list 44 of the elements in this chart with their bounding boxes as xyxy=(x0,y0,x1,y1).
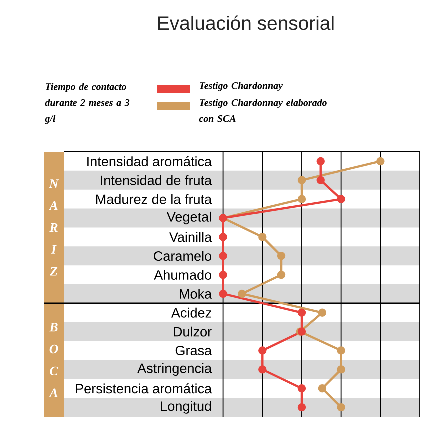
point xyxy=(258,346,267,355)
point xyxy=(298,308,306,317)
point xyxy=(258,233,267,242)
point xyxy=(258,366,267,374)
legend-label: Testigo Chardonnay elaborado con SCA xyxy=(199,99,327,122)
y-tick-label: Intensidad aromática xyxy=(88,156,212,167)
point xyxy=(337,195,346,204)
point xyxy=(316,157,325,166)
point xyxy=(376,157,385,166)
y-tick-label: Ahumado xyxy=(154,270,212,280)
point xyxy=(277,252,286,260)
legend-title: Tiempo de contacto durante 2 meses a 3 g/l xyxy=(45,83,130,124)
point xyxy=(219,270,228,280)
y-tick-label: Vainilla xyxy=(169,232,212,242)
y-tick-label: Grasa xyxy=(176,346,212,356)
point xyxy=(298,384,306,393)
point xyxy=(219,233,228,242)
point xyxy=(238,290,246,298)
y-tick-label: Dulzor xyxy=(174,326,212,337)
point xyxy=(337,403,346,412)
y-tick-label: Longitud xyxy=(161,401,212,414)
point xyxy=(298,176,306,184)
point xyxy=(298,195,306,204)
text: BOCA xyxy=(49,323,58,398)
legend-label: Testigo Chardonnay xyxy=(200,82,284,92)
point xyxy=(337,346,346,355)
chart-title: Evaluación sensorial xyxy=(158,16,334,30)
y-tick-label: Vegetal xyxy=(166,212,212,225)
point xyxy=(318,384,327,393)
y-tick-label: Astringencia xyxy=(138,363,212,376)
y-tick-label: Caramelo xyxy=(154,251,212,262)
y-tick-label: Acidez xyxy=(171,308,212,318)
point xyxy=(337,366,346,374)
point xyxy=(298,403,306,412)
point xyxy=(318,308,327,317)
y-tick-label: Madurez de la fruta xyxy=(96,194,212,204)
point xyxy=(219,290,228,298)
y-tick-label: Intensidad de fruta xyxy=(101,175,212,186)
text: NARIZ xyxy=(49,180,60,276)
y-tick-label: Moka xyxy=(180,289,212,299)
point xyxy=(277,270,286,280)
y-tick-label: Persistencia aromática xyxy=(76,384,212,394)
point xyxy=(316,176,325,184)
point xyxy=(219,252,228,260)
